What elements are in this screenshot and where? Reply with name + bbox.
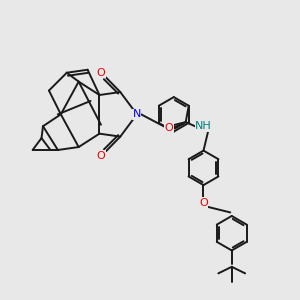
Text: O: O	[97, 68, 105, 78]
Text: O: O	[164, 123, 173, 133]
Text: O: O	[97, 151, 105, 161]
Text: N: N	[132, 109, 141, 119]
Text: O: O	[199, 198, 208, 208]
Text: NH: NH	[195, 121, 212, 131]
